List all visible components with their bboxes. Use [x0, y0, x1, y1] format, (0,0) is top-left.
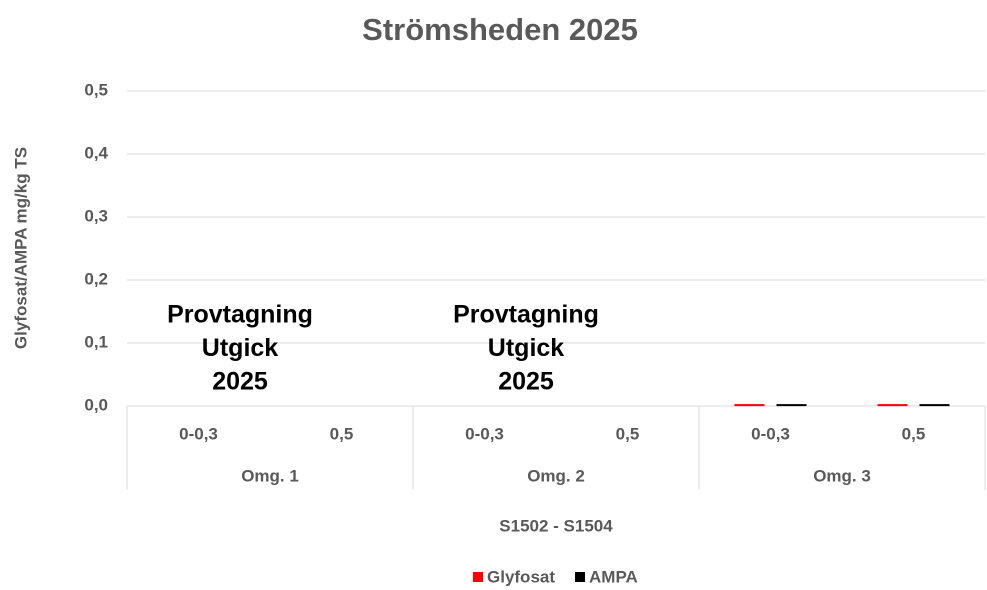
annotation: 2025	[212, 368, 268, 396]
legend-label: Glyfosat	[487, 567, 555, 586]
legend-swatch	[575, 572, 586, 582]
x-tick-label: 0-0,3	[751, 424, 790, 443]
bar	[776, 404, 807, 407]
legend-swatch	[473, 572, 483, 582]
chart-title: Strömsheden 2025	[362, 12, 638, 47]
y-tick-label: 0,3	[84, 206, 108, 225]
annotation: Utgick	[488, 334, 565, 362]
bar	[877, 404, 908, 407]
x-axis-label: S1502 - S1504	[499, 516, 613, 535]
annotation: Utgick	[202, 334, 279, 362]
y-tick-label: 0,4	[84, 143, 108, 162]
legend-label: AMPA	[589, 567, 638, 586]
bar	[919, 404, 950, 407]
x-tick-label: 0,5	[330, 424, 354, 443]
y-tick-label: 0,2	[84, 269, 108, 288]
x-tick-label: 0,5	[902, 424, 926, 443]
y-tick-label: 0,5	[84, 80, 108, 99]
group-label: Omg. 3	[813, 466, 871, 485]
group-label: Omg. 1	[241, 466, 299, 485]
group-label: Omg. 2	[527, 466, 585, 485]
x-tick-label: 0,5	[616, 424, 640, 443]
bar	[734, 404, 765, 407]
x-tick-label: 0-0,3	[179, 424, 218, 443]
annotation: Provtagning	[167, 301, 313, 329]
annotation: Provtagning	[453, 301, 599, 329]
x-tick-label: 0-0,3	[465, 424, 504, 443]
y-tick-label: 0,1	[84, 332, 108, 351]
y-tick-label: 0,0	[84, 395, 108, 414]
y-axis-label: Glyfosat/AMPA mg/kg TS	[11, 147, 30, 349]
annotation: 2025	[498, 368, 554, 396]
